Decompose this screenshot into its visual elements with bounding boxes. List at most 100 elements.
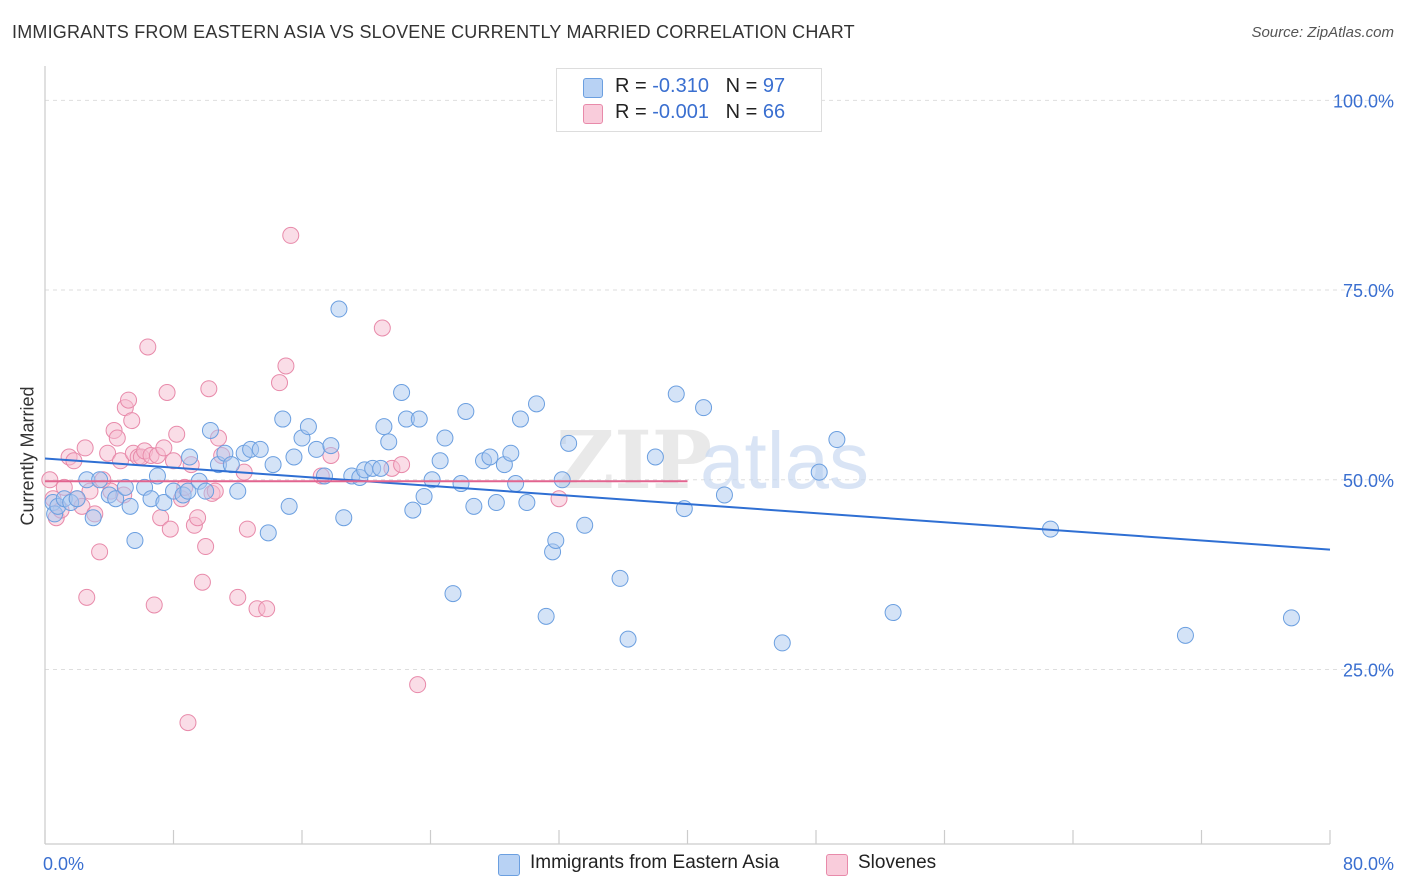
data-point-eastern-asia [667,385,685,403]
data-point-slovenes [197,538,215,556]
data-point-eastern-asia [121,497,139,515]
data-point-slovenes [158,384,176,401]
data-point-eastern-asia [380,433,398,451]
data-point-slovenes [76,439,94,457]
data-point-slovenes [229,588,247,606]
data-point-slovenes [271,374,289,392]
correlation-legend: R = -0.310 N = 97 R = -0.001 N = 66 [556,68,822,132]
data-point-eastern-asia [1282,609,1300,627]
data-point-slovenes [200,380,218,398]
legend-n-value: 66 [762,101,786,123]
legend-n-label: N = [725,101,758,123]
data-point-slovenes [373,319,391,337]
data-point-slovenes [78,588,96,606]
y-tick-label: 75.0% [1343,281,1394,301]
data-point-eastern-asia [315,467,333,485]
data-point-eastern-asia [259,524,277,542]
data-point-eastern-asia [810,463,828,481]
data-point-eastern-asia [444,585,462,603]
legend-r-value: -0.001 [652,101,709,123]
legend-swatch-pink [583,104,603,124]
data-point-eastern-asia [487,494,505,512]
data-point-eastern-asia [518,494,536,512]
data-point-eastern-asia [222,456,240,474]
data-point-eastern-asia [457,402,475,420]
data-point-eastern-asia [507,475,525,493]
data-point-slovenes [179,714,197,732]
data-point-eastern-asia [264,456,282,474]
data-point-slovenes [282,226,300,244]
data-point-eastern-asia [84,509,102,527]
data-point-eastern-asia [280,497,298,515]
data-point-eastern-asia [181,448,199,466]
x-tick-label: 80.0% [1343,854,1394,874]
data-point-eastern-asia [537,607,555,625]
data-point-eastern-asia [307,440,325,458]
legend-stats-eastern-asia: R = -0.310 N = 97 [615,75,785,98]
data-point-eastern-asia [335,509,353,527]
tick-labels: 100.0% 75.0% 50.0% 25.0% 0.0% 80.0% [43,91,1394,874]
data-point-eastern-asia [528,395,546,413]
data-point-eastern-asia [201,421,219,439]
watermark: ZIP atlas [556,413,869,507]
y-tick-label: 100.0% [1333,91,1394,111]
data-point-slovenes [393,456,411,474]
data-point-eastern-asia [330,300,348,318]
legend-stats-slovenes: R = -0.001 N = 66 [615,101,785,124]
data-point-eastern-asia [229,482,247,500]
data-point-eastern-asia [423,471,441,489]
data-point-eastern-asia [299,418,317,436]
data-point-eastern-asia [502,444,520,462]
data-point-eastern-asia [116,478,134,496]
data-point-eastern-asia [465,497,483,515]
data-point-eastern-asia [773,634,791,652]
bottom-legend-label-eastern-asia: Immigrants from Eastern Asia [530,852,780,873]
data-point-eastern-asia [884,604,902,622]
chart-title: IMMIGRANTS FROM EASTERN ASIA VS SLOVENE … [12,22,855,42]
data-point-eastern-asia [91,471,109,489]
data-point-slovenes [165,452,182,470]
y-axis-label: Currently Married [17,386,38,526]
data-point-slovenes [155,439,173,457]
data-point-slovenes [193,573,211,591]
data-point-slovenes [277,357,295,375]
x-tick-label: 0.0% [43,854,84,874]
series-eastern-asia-points [44,300,1300,652]
data-point-eastern-asia [148,467,166,485]
data-point-slovenes [99,444,117,462]
axes [44,66,1331,845]
data-point-eastern-asia [576,516,594,534]
data-point-eastern-asia [155,494,173,512]
data-point-eastern-asia [393,384,411,401]
data-point-slovenes [123,412,141,430]
data-point-eastern-asia [436,429,454,447]
data-point-slovenes [41,471,59,489]
legend-n-label: N = [725,75,758,97]
data-point-slovenes [120,391,138,409]
data-point-slovenes [161,520,179,538]
data-point-slovenes [258,600,276,618]
data-point-eastern-asia [1176,626,1194,644]
bottom-legend-swatch-blue [498,854,520,876]
data-point-eastern-asia [322,437,340,455]
legend-r-label: R = [615,101,647,123]
data-point-slovenes [145,596,163,614]
data-point-eastern-asia [197,482,215,500]
data-point-eastern-asia [481,448,499,466]
trend-lines [44,457,1331,551]
data-point-eastern-asia [107,490,125,508]
y-tick-label: 25.0% [1343,660,1394,680]
legend-r-value: -0.310 [652,75,709,97]
data-point-eastern-asia [285,448,303,466]
data-point-eastern-asia [511,410,529,428]
data-point-eastern-asia [68,490,86,508]
data-point-slovenes [189,509,207,527]
data-point-eastern-asia [828,431,846,449]
grid-lines [45,99,1394,670]
trend-line-eastern-asia [44,457,1331,551]
watermark-zip: ZIP [556,413,712,507]
data-point-slovenes [238,520,256,538]
data-point-eastern-asia [410,410,428,428]
data-point-eastern-asia [415,487,433,505]
series-slovenes-points [41,226,568,732]
